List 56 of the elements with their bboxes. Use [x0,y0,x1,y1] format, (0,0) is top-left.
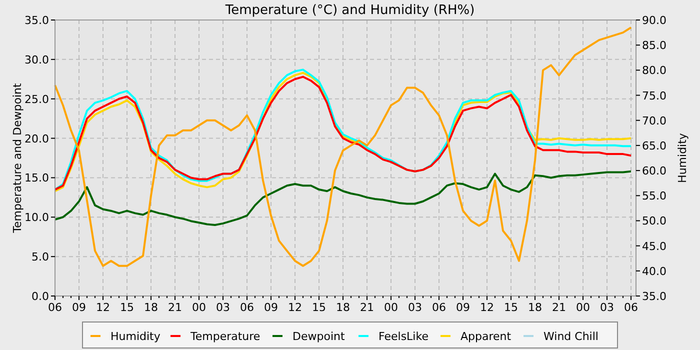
x-tick-label: 06 [624,301,638,314]
x-tick-label: 12 [288,301,302,314]
x-tick-label: 15 [312,301,326,314]
x-tick-label: 18 [528,301,542,314]
y2-tick-label: 85.0 [642,39,666,52]
legend-label: Humidity [110,330,161,343]
y-tick-label: 35.0 [24,14,49,27]
y-tick-label: 5.0 [32,250,49,264]
x-tick-label: 21 [168,301,182,314]
y2-tick-label: 50.0 [642,214,666,228]
y2-tick-label: 90.0 [642,14,666,27]
y-tick-label: 20.0 [24,132,49,146]
legend-label: FeelsLike [378,330,429,343]
x-tick-label: 00 [576,301,590,314]
line-series [54,26,632,267]
x-tick-label: 09 [456,301,470,314]
y2-tick-label: 65.0 [642,139,666,152]
x-tick-label: 18 [144,301,158,314]
y2-tick-label: 80.0 [642,64,666,78]
x-tick-label: 06 [240,301,254,314]
y-tick-label: 10.0 [24,211,49,224]
x-tick-label: 03 [216,301,230,314]
x-tick-label: 21 [360,301,374,314]
line-series [54,170,632,226]
x-tick-label: 18 [336,301,350,314]
x-tick-label: 15 [504,301,518,314]
y-axis-title: Temperature and Dewpoint [11,82,24,234]
legend-label: Dewpoint [292,330,346,343]
y-tick-label: 0.0 [32,290,49,303]
legend-label: Apparent [460,330,512,343]
x-tick-label: 00 [384,301,398,314]
x-tick-label: 21 [552,301,566,314]
x-tick-label: 12 [480,301,494,314]
x-tick-label: 09 [264,301,278,314]
y2-tick-label: 75.0 [642,89,666,102]
x-tick-label: 00 [192,301,206,314]
x-tick-label: 06 [432,301,446,314]
y-tick-label: 15.0 [24,172,49,185]
x-tick-label: 06 [48,301,62,314]
y2-tick-label: 70.0 [642,114,666,128]
y-tick-label: 30.0 [24,53,49,66]
legend-label: Temperature [190,330,260,343]
y2-tick-label: 35.0 [642,290,666,303]
x-tick-label: 12 [96,301,110,314]
x-tick-label: 03 [408,301,422,314]
y-tick-label: 25.0 [24,92,49,106]
y2-tick-label: 55.0 [642,190,666,203]
legend-label: Wind Chill [544,330,598,343]
y2-axis-title: Humidity [676,132,689,183]
chart-title: Temperature (°C) and Humidity (RH%) [224,3,475,18]
y2-tick-label: 60.0 [642,164,666,178]
x-tick-label: 09 [72,301,86,314]
y2-tick-label: 40.0 [642,264,666,278]
x-tick-label: 15 [120,301,134,314]
y2-tick-label: 45.0 [642,240,666,253]
x-tick-label: 03 [600,301,614,314]
